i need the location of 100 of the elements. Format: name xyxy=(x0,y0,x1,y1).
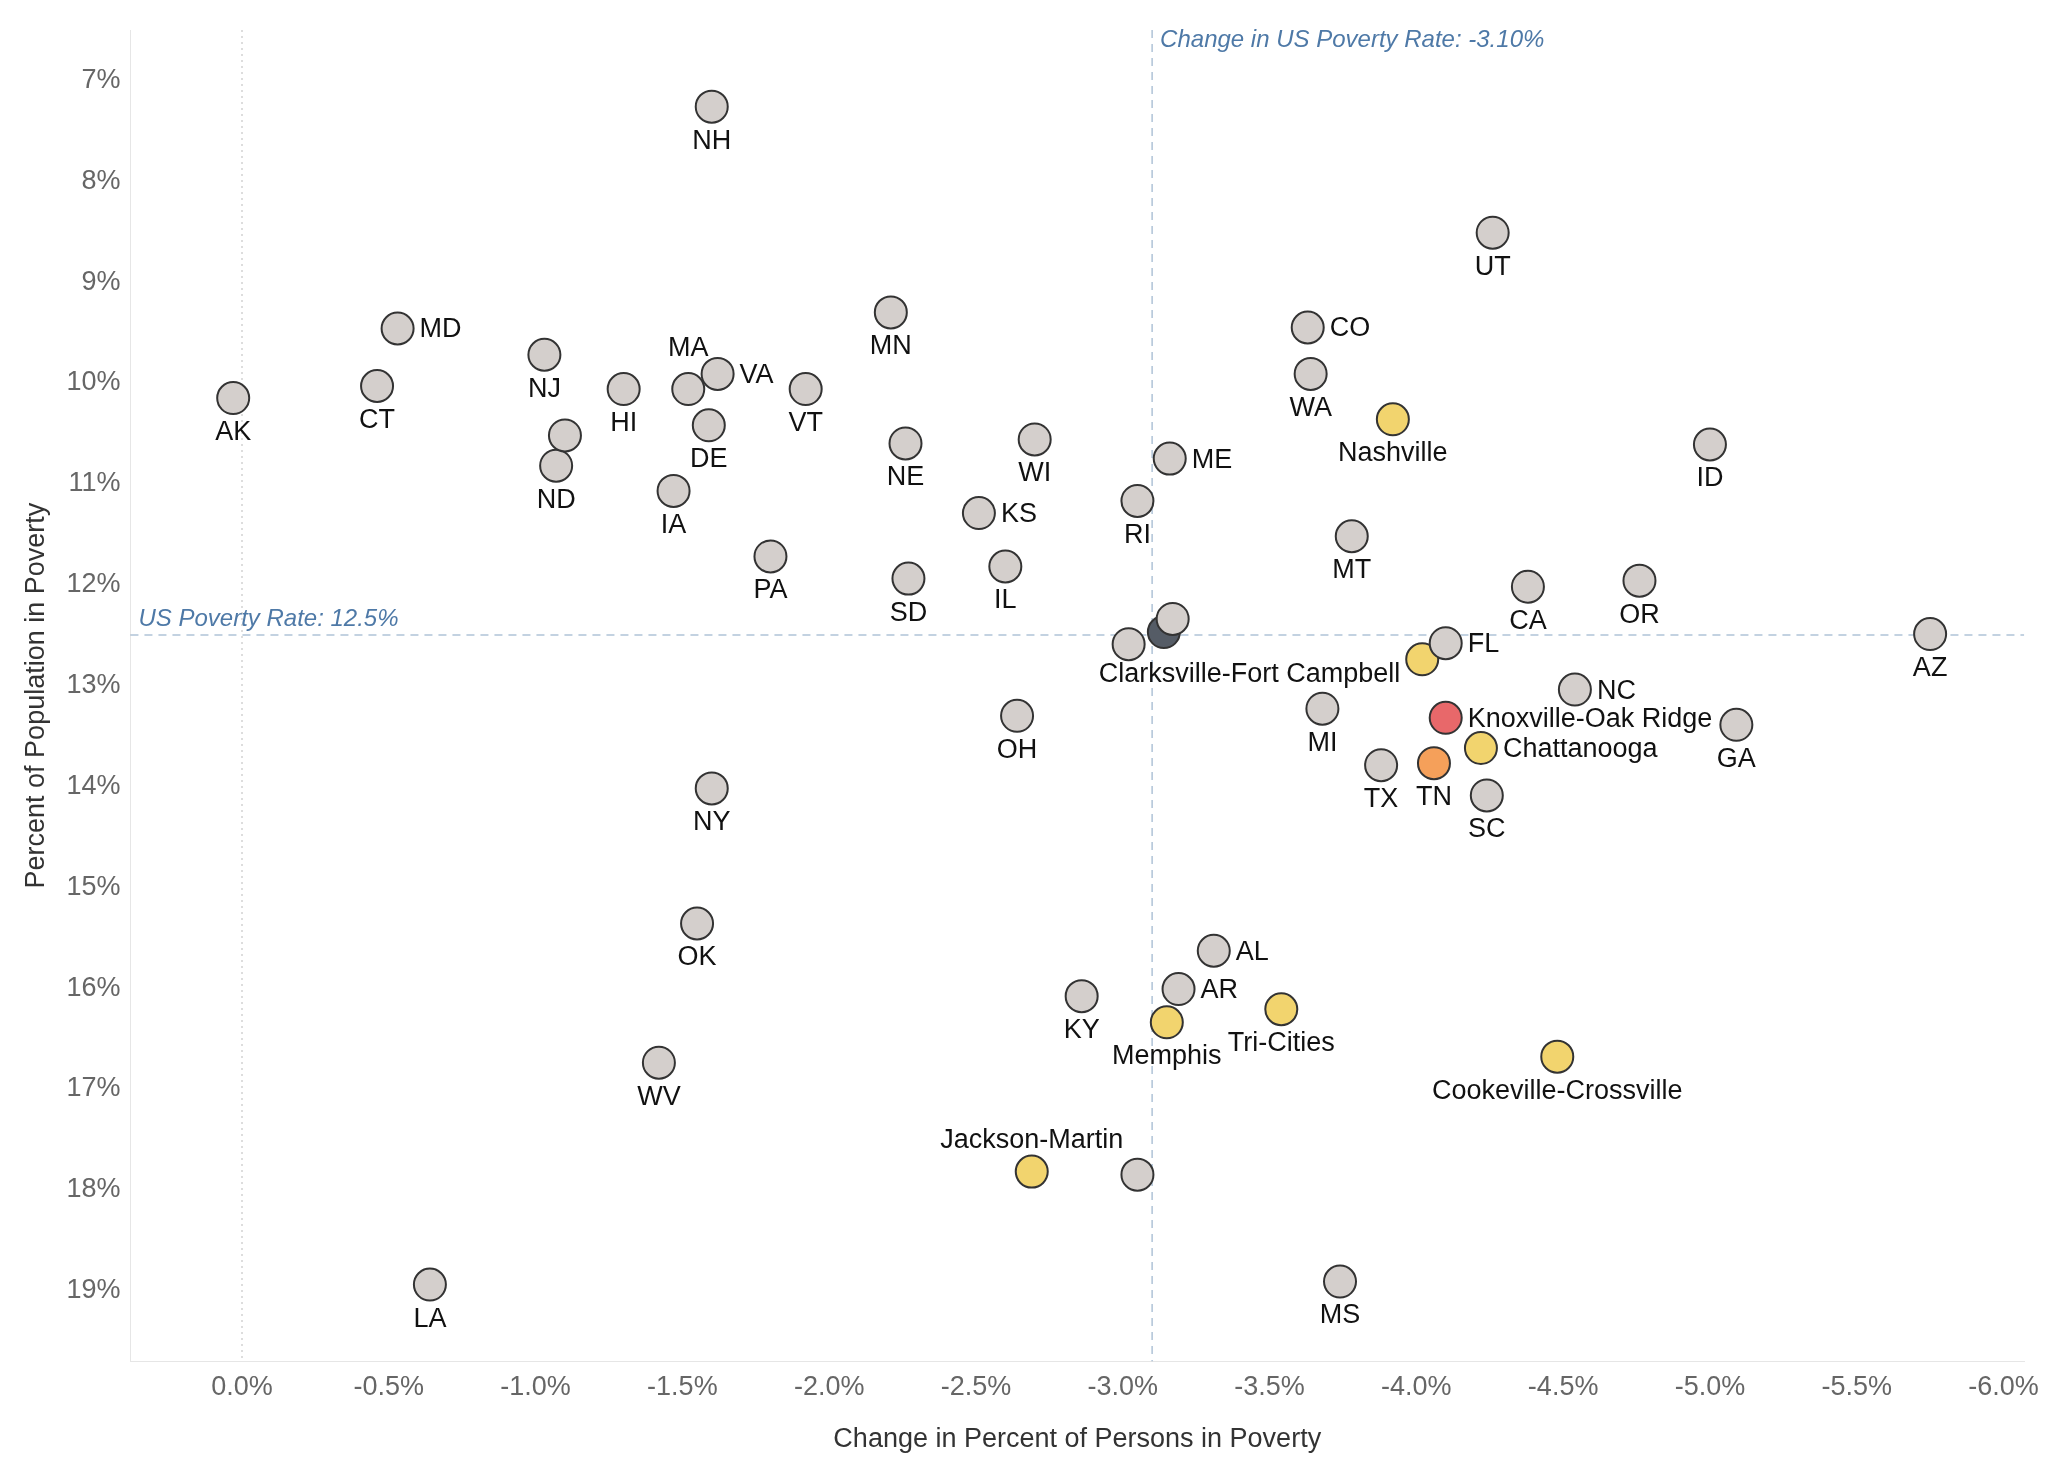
point xyxy=(1428,700,1463,735)
annotation: Chattanooga xyxy=(1502,732,1659,763)
point xyxy=(1196,933,1231,968)
point xyxy=(1463,731,1498,766)
y-tick-label: 13% xyxy=(66,668,121,699)
x-tick-label: -2.5% xyxy=(940,1370,1012,1401)
annotation: RI xyxy=(1123,518,1151,549)
annotation: CA xyxy=(1509,604,1547,635)
annotation: FL xyxy=(1467,628,1500,659)
ref-line-label: Change in US Poverty Rate: -3.10% xyxy=(1160,24,1545,52)
point xyxy=(691,408,726,443)
point xyxy=(1510,569,1545,604)
point xyxy=(1622,563,1657,598)
y-tick-label: 11% xyxy=(68,467,121,498)
y-tick-label: 14% xyxy=(66,769,121,800)
annotation: MA xyxy=(668,331,709,362)
annotation: MN xyxy=(869,330,912,361)
point xyxy=(1264,992,1299,1027)
point xyxy=(1014,1154,1049,1189)
annotation: Knoxville-Oak Ridge xyxy=(1467,702,1713,733)
point xyxy=(1155,601,1190,636)
annotation: SC xyxy=(1468,813,1506,844)
annotation: NH xyxy=(692,124,732,155)
x-tick-label: -1.5% xyxy=(647,1370,718,1401)
point xyxy=(1469,778,1504,813)
point xyxy=(1149,1005,1184,1040)
annotation: OR xyxy=(1619,598,1660,629)
annotation: SD xyxy=(889,596,928,627)
x-tick-label: -0.5% xyxy=(353,1370,425,1401)
annotation: IA xyxy=(660,508,687,539)
point xyxy=(1293,356,1328,391)
annotation: ID xyxy=(1696,462,1724,493)
y-tick-label: 12% xyxy=(66,568,121,599)
annotation: MD xyxy=(419,313,462,344)
annotation: OH xyxy=(996,733,1038,764)
y-tick-label: 7% xyxy=(81,63,121,94)
point xyxy=(1000,698,1035,733)
point xyxy=(1428,626,1463,661)
point xyxy=(656,473,691,508)
annotation: CT xyxy=(359,403,396,434)
annotation: KS xyxy=(1000,498,1037,529)
point xyxy=(1120,483,1155,518)
annotation: AR xyxy=(1200,974,1239,1005)
point xyxy=(1323,1264,1358,1299)
point xyxy=(671,372,706,407)
annotation: DE xyxy=(690,443,728,474)
ref-line-label: US Poverty Rate: 12.5% xyxy=(138,603,399,631)
point xyxy=(1416,746,1451,781)
x-tick-label: -5.5% xyxy=(1821,1370,1892,1401)
point xyxy=(1375,402,1410,437)
point xyxy=(1152,441,1187,476)
annotation: MS xyxy=(1319,1299,1361,1330)
annotation: AL xyxy=(1235,935,1269,966)
annotation: WI xyxy=(1018,457,1052,488)
point xyxy=(1405,642,1440,677)
x-tick-label: -5.0% xyxy=(1674,1370,1746,1401)
point xyxy=(888,426,923,461)
annotation: KY xyxy=(1063,1014,1100,1045)
annotation: NJ xyxy=(527,372,561,403)
point xyxy=(1692,427,1727,462)
point xyxy=(1305,691,1340,726)
annotation: UT xyxy=(1474,250,1511,281)
x-tick-label: -1.0% xyxy=(500,1370,571,1401)
point xyxy=(1290,310,1325,345)
annotation: VA xyxy=(739,358,774,389)
point xyxy=(1557,672,1592,707)
point xyxy=(1913,617,1948,652)
point xyxy=(360,369,395,403)
point xyxy=(380,311,415,346)
point xyxy=(547,418,582,453)
y-tick-label: 10% xyxy=(66,366,121,397)
annotation: GA xyxy=(1716,742,1756,773)
annotation: WA xyxy=(1289,391,1332,422)
point xyxy=(1475,215,1510,250)
annotation: MT xyxy=(1332,554,1372,585)
point xyxy=(891,561,926,596)
point xyxy=(694,771,729,806)
annotation: Memphis xyxy=(1112,1040,1222,1071)
annotation: ME xyxy=(1191,443,1233,474)
point xyxy=(1334,519,1369,554)
y-tick-label: 19% xyxy=(66,1274,121,1305)
annotation: NC xyxy=(1596,674,1636,705)
annotation: Cookeville-Crossville xyxy=(1431,1074,1683,1105)
y-tick-label: 9% xyxy=(81,265,121,296)
point xyxy=(641,1045,676,1080)
annotation: HI xyxy=(610,406,638,437)
point xyxy=(1161,972,1196,1007)
point xyxy=(606,372,641,407)
y-tick-label: 16% xyxy=(66,971,121,1002)
annotation: OK xyxy=(677,941,717,972)
annotation: ND xyxy=(536,483,576,514)
annotation: NY xyxy=(692,806,731,837)
point xyxy=(1120,1157,1155,1192)
point xyxy=(1111,627,1146,662)
annotation: NE xyxy=(886,461,925,492)
point xyxy=(1540,1039,1575,1074)
point xyxy=(527,337,562,372)
x-tick-label: -3.0% xyxy=(1087,1370,1159,1401)
annotation: IL xyxy=(994,584,1017,615)
x-tick-label: -4.0% xyxy=(1381,1370,1452,1401)
